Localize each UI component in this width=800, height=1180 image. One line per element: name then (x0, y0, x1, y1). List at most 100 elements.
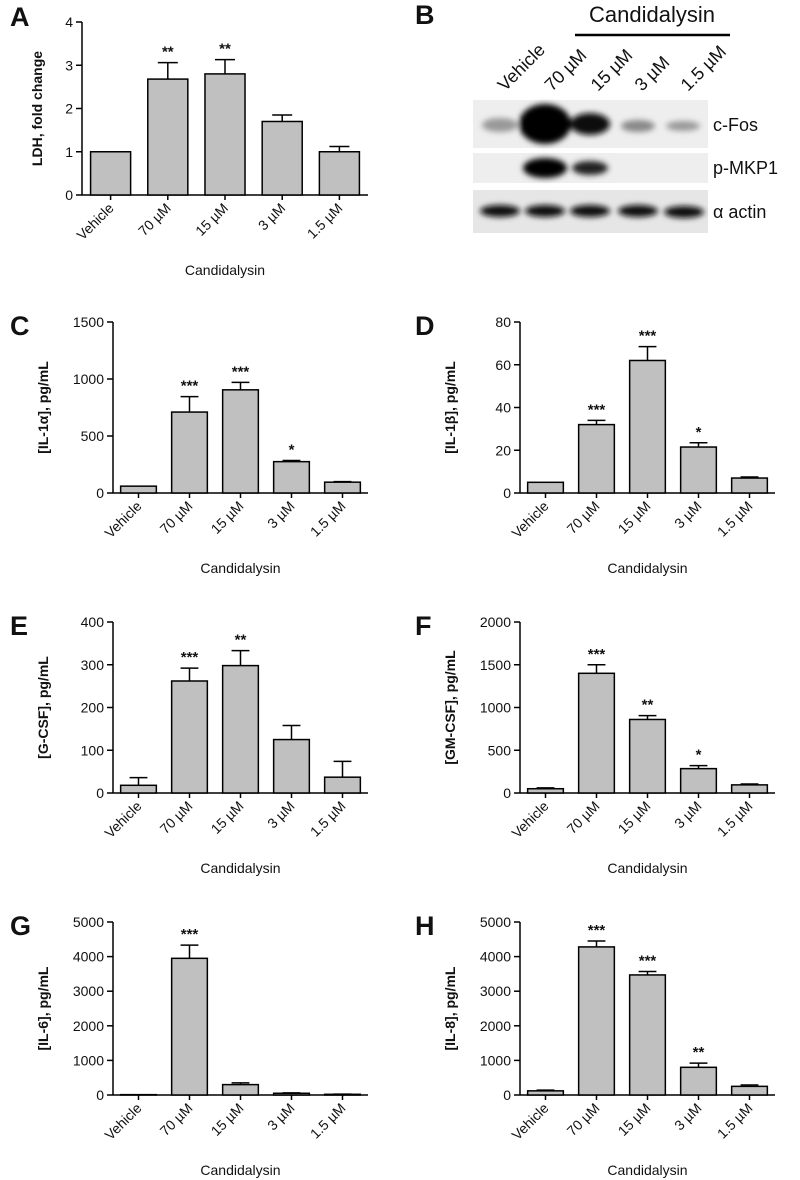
bar (170, 411, 209, 494)
x-tick-label: 70 µM (564, 1100, 603, 1139)
error-bar (536, 787, 555, 789)
error-bar (272, 114, 293, 122)
error-bar (231, 649, 250, 666)
bar (147, 78, 189, 196)
panel-letter: G (10, 911, 31, 941)
y-tick-label: 400 (81, 614, 105, 630)
significance: ** (642, 697, 654, 714)
y-axis-label: [IL-6], pg/mL (35, 966, 51, 1050)
y-axis-label: [IL-8], pg/mL (442, 966, 458, 1050)
row-label: p-MKP1 (713, 158, 778, 178)
error-bar (638, 345, 657, 361)
bar (577, 423, 616, 494)
y-tick-label: 80 (495, 314, 511, 330)
y-tick-label: 3000 (480, 983, 511, 999)
x-tick-label: 15 µM (615, 498, 654, 537)
bar (628, 718, 667, 794)
y-tick-label: 0 (96, 485, 104, 501)
bar (221, 389, 260, 494)
y-tick-label: 1000 (480, 700, 511, 716)
bar-chart: A LDH, fold change Candidalysin 0 1 2 3 4 Vehicl… (10, 2, 368, 278)
y-tick-label: 2000 (480, 1018, 511, 1034)
y-tick-label: 2000 (480, 614, 511, 630)
significance: *** (588, 401, 606, 418)
x-tick-label: 70 µM (135, 200, 174, 239)
x-tick-label: Vehicle (101, 1100, 144, 1143)
error-bar (214, 58, 236, 74)
y-axis-label: [GM-CSF], pg/mL (442, 650, 458, 765)
group-label: Candidalysin (589, 2, 715, 27)
panel-letter: H (415, 911, 435, 941)
bar (526, 787, 565, 794)
error-bar (740, 1084, 759, 1087)
error-bar (231, 1082, 250, 1085)
y-tick-label: 1000 (480, 1052, 511, 1068)
panel-letter: E (10, 611, 28, 641)
y-axis-label: [IL-1β], pg/mL (442, 361, 458, 454)
significance: *** (181, 649, 199, 666)
x-tick-label: 3 µM (255, 200, 289, 234)
x-tick-label: 70 µM (157, 1100, 196, 1139)
y-tick-label: 0 (503, 1087, 511, 1103)
x-tick-label: Vehicle (508, 1100, 551, 1143)
x-axis-label: Candidalysin (200, 860, 280, 876)
y-tick-label: 3000 (73, 983, 104, 999)
bar (679, 767, 718, 794)
bar (272, 738, 311, 794)
bar (323, 481, 362, 494)
y-tick-label: 4000 (480, 949, 511, 965)
x-tick-label: 1.5 µM (307, 798, 349, 840)
x-tick-label: 3 µM (264, 498, 298, 532)
x-tick-label: 70 µM (157, 798, 196, 837)
bar (261, 120, 303, 196)
lane-label: Vehicle (494, 40, 549, 95)
y-tick-label: 0 (503, 485, 511, 501)
error-bar (180, 395, 199, 413)
panel-letter: D (415, 311, 435, 341)
x-tick-label: 15 µM (615, 1100, 654, 1139)
y-tick-label: 0 (96, 785, 104, 801)
bar (221, 664, 260, 794)
y-tick-label: 2 (65, 101, 73, 117)
error-bar (333, 480, 352, 483)
y-tick-label: 100 (81, 742, 105, 758)
bar (119, 784, 158, 794)
significance: * (289, 442, 295, 459)
y-tick-label: 1 (65, 144, 73, 160)
bar (89, 151, 132, 196)
significance: *** (181, 378, 199, 395)
x-tick-label: 1.5 µM (307, 1100, 349, 1142)
error-bar (638, 714, 657, 720)
significance: * (696, 747, 702, 764)
y-tick-label: 500 (488, 742, 512, 758)
x-tick-label: Vehicle (508, 798, 551, 841)
blot-bands (480, 104, 704, 218)
y-tick-label: 20 (495, 442, 511, 458)
x-tick-label: 1.5 µM (714, 1100, 756, 1142)
significance: *** (181, 926, 199, 943)
bar (679, 446, 718, 494)
x-tick-label: 15 µM (192, 200, 231, 239)
bar-chart: G [IL-6], pg/mL Candidalysin 0 1000 2000 3000 4… (10, 911, 368, 1178)
bar (577, 672, 616, 794)
panel-letter: A (10, 2, 30, 32)
x-tick-label: 1.5 µM (304, 200, 346, 242)
bar (170, 957, 209, 1096)
x-tick-label: 1.5 µM (307, 498, 349, 540)
error-bar (587, 664, 606, 674)
error-bar (536, 1089, 555, 1091)
error-bar (157, 61, 178, 80)
x-tick-label: 3 µM (264, 798, 298, 832)
y-axis-label: [G-CSF], pg/mL (35, 656, 51, 759)
y-tick-label: 200 (81, 700, 105, 716)
error-bar (329, 145, 350, 152)
y-tick-label: 60 (495, 357, 511, 373)
x-axis-label: Candidalysin (200, 1162, 280, 1178)
x-axis-label: Candidalysin (607, 560, 687, 576)
significance: *** (588, 922, 606, 939)
significance: * (696, 424, 702, 441)
x-tick-label: 15 µM (208, 1100, 247, 1139)
bar (318, 151, 361, 196)
y-tick-label: 1500 (480, 657, 511, 673)
significance: ** (693, 1044, 705, 1061)
